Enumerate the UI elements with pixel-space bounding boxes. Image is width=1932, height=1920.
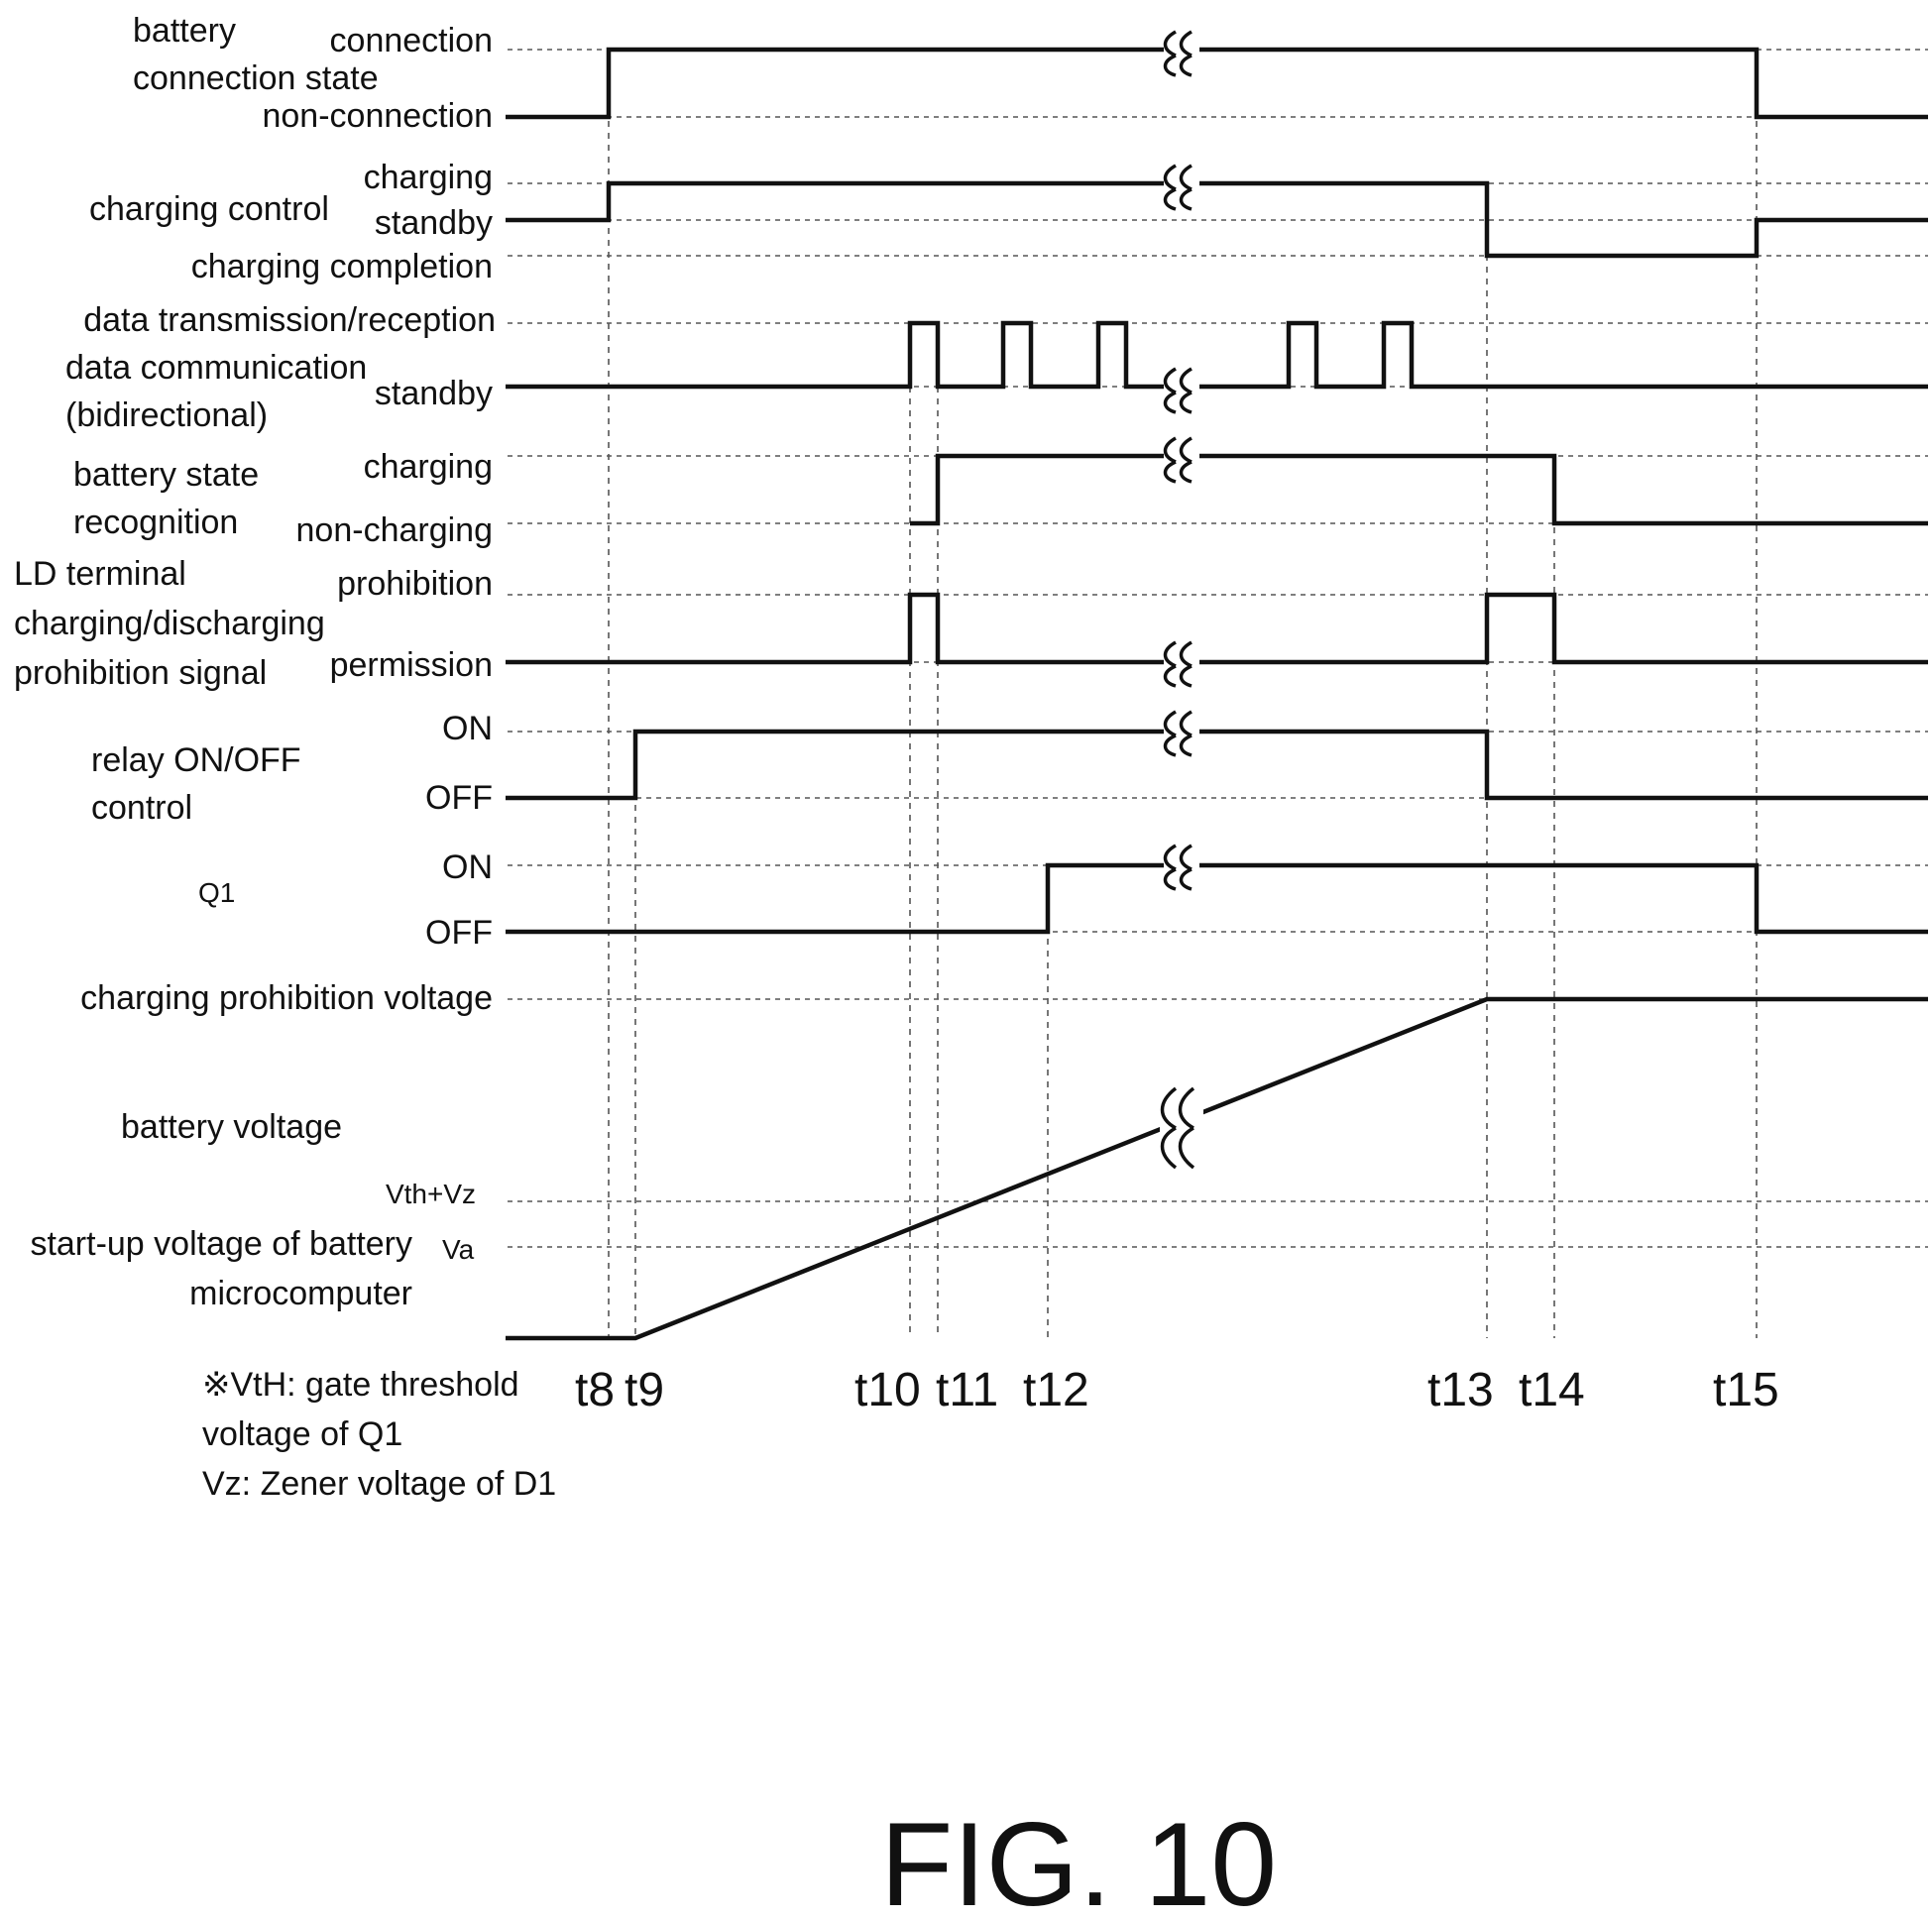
level-label: data transmission/reception [83, 301, 496, 339]
note-line: ※VtH: gate threshold [202, 1366, 519, 1404]
wave-battery-voltage [506, 999, 1928, 1338]
level-label: standby [375, 375, 493, 412]
signal-name-line: connection state [133, 59, 379, 97]
wave-relay-control [506, 732, 1928, 798]
level-label: OFF [425, 914, 493, 952]
break-symbol [1164, 367, 1199, 412]
level-label: connection [330, 22, 493, 59]
wave-data-communication [506, 323, 1928, 387]
signal-name-line: relay ON/OFF [91, 741, 301, 779]
level-label: permission [330, 646, 493, 684]
note-line: voltage of Q1 [202, 1415, 402, 1453]
signal-name-line: control [91, 789, 192, 827]
wave-battery-state-recognition [910, 456, 1928, 523]
signal-name-line: battery voltage [121, 1108, 342, 1146]
signal-name-line: battery state [73, 456, 259, 494]
level-label: ON [442, 710, 493, 747]
level-label: OFF [425, 779, 493, 817]
time-label-t15: t15 [1713, 1364, 1779, 1416]
signal-name-line: prohibition signal [14, 654, 267, 692]
footnotes: ※VtH: gate threshold voltage of Q1 Vz: Z… [202, 1366, 556, 1503]
break-symbol [1164, 844, 1199, 889]
break-symbol [1164, 30, 1199, 75]
wave-ld-terminal-signal [506, 595, 1928, 662]
va-label: Va [442, 1234, 475, 1265]
signal-name-line: recognition [73, 504, 238, 541]
break-symbols [1160, 30, 1203, 1172]
time-label-t9: t9 [625, 1364, 664, 1416]
level-label: prohibition [337, 565, 493, 603]
wave-battery-connection-state [506, 50, 1928, 117]
signal-name-line: battery [133, 12, 236, 50]
signal-name-line: charging control [89, 190, 329, 228]
time-label-t12: t12 [1023, 1364, 1089, 1416]
vth-vz-label: Vth+Vz [386, 1179, 476, 1209]
waveforms [506, 50, 1928, 1338]
time-label-t11: t11 [936, 1364, 998, 1416]
level-label: non-charging [296, 511, 493, 549]
signal-name-line: Q1 [198, 877, 235, 908]
break-symbol [1164, 436, 1199, 482]
level-label: charging completion [191, 248, 493, 285]
signal-names: battery connection state charging contro… [14, 12, 379, 1146]
level-label: ON [442, 848, 493, 886]
note-line: Vz: Zener voltage of D1 [202, 1465, 556, 1503]
wave-q1 [506, 865, 1928, 932]
time-label-t14: t14 [1519, 1364, 1585, 1416]
signal-name-line: charging/discharging [14, 605, 325, 642]
break-symbol [1164, 164, 1199, 209]
level-label: non-connection [262, 97, 493, 135]
level-label: charging [364, 448, 493, 486]
break-symbol [1164, 640, 1199, 686]
signal-name-line: (bidirectional) [65, 396, 268, 434]
startup-voltage-label: microcomputer [189, 1275, 412, 1312]
signal-name-line: data communication [65, 349, 367, 387]
level-label: charging prohibition voltage [80, 979, 493, 1017]
break-symbol [1160, 1084, 1203, 1172]
time-labels: t8 t9 t10 t11 t12 t13 t14 t15 [575, 1364, 1779, 1416]
level-label: charging [364, 159, 493, 196]
level-label: standby [375, 204, 493, 242]
break-symbol [1164, 710, 1199, 755]
time-label-t13: t13 [1427, 1364, 1494, 1416]
level-guides [508, 50, 1928, 1247]
signal-name-line: LD terminal [14, 555, 186, 593]
time-label-t8: t8 [575, 1364, 615, 1416]
startup-voltage-label: start-up voltage of battery [30, 1225, 412, 1263]
figure-label: FIG. 10 [880, 1798, 1277, 1920]
time-label-t10: t10 [854, 1364, 921, 1416]
